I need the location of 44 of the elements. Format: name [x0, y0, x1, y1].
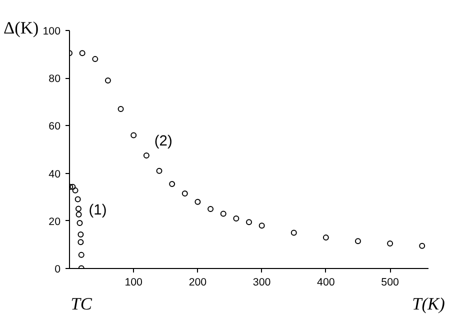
point	[194, 198, 201, 205]
x-axis-title: T(K)	[412, 294, 446, 314]
point	[72, 187, 78, 194]
y-tick-label: 60	[48, 120, 61, 133]
y-tick-label: 40	[48, 168, 61, 180]
point	[143, 152, 150, 158]
x-tick-label: 300	[252, 276, 271, 288]
point	[118, 106, 124, 112]
text: TC	[70, 294, 92, 314]
point	[92, 56, 98, 62]
point	[79, 50, 86, 56]
point	[78, 231, 84, 238]
y-tick-label: 0	[54, 264, 61, 276]
x-tick-label: 400	[317, 276, 335, 288]
y-tick-label: 100	[42, 26, 61, 38]
point	[76, 220, 83, 226]
point	[290, 230, 297, 236]
x-tick-label: 500	[381, 276, 399, 288]
point	[233, 216, 240, 222]
point	[220, 210, 226, 217]
point	[354, 238, 361, 244]
point	[104, 77, 111, 84]
point	[74, 196, 81, 202]
point	[182, 190, 188, 197]
point	[78, 239, 84, 246]
y-tick-label: 80	[48, 73, 61, 86]
point	[130, 132, 137, 138]
point	[156, 168, 162, 174]
point	[322, 234, 329, 241]
point	[208, 206, 214, 212]
point	[169, 181, 176, 188]
series-label: (1)	[88, 202, 107, 218]
point	[258, 222, 265, 229]
series-label: (2)	[154, 133, 172, 150]
point	[78, 252, 84, 258]
point	[387, 240, 394, 247]
x-tick-label: 200	[188, 276, 207, 288]
x-tick-label: 100	[124, 276, 143, 288]
point	[419, 242, 426, 249]
y-axis-title: Δ(K)	[4, 18, 39, 38]
y-tick-label: 20	[48, 216, 61, 228]
point	[75, 206, 82, 212]
point	[76, 211, 82, 218]
point	[246, 219, 252, 226]
